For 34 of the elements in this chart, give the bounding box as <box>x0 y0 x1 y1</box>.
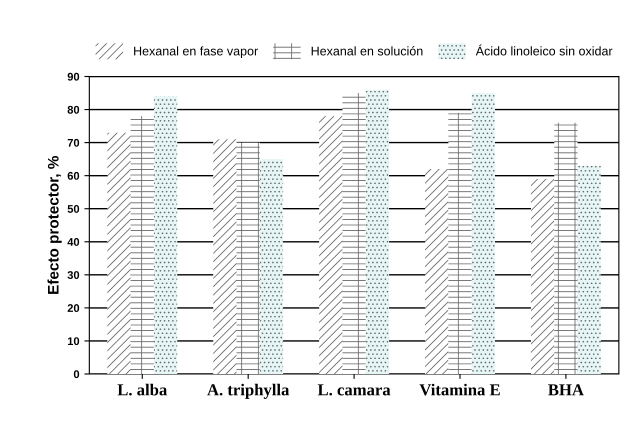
bar <box>366 90 390 374</box>
legend-label: Ácido linoleico sin oxidar <box>476 44 612 56</box>
y-tick-label: 70 <box>68 138 80 147</box>
y-tick-label: 90 <box>68 72 80 81</box>
x-tick-label: BHA <box>548 384 584 396</box>
bar <box>448 112 472 374</box>
y-tick-label: 50 <box>68 204 80 213</box>
y-tick-label: 0 <box>74 370 80 378</box>
x-tick-label: Vitamina E <box>420 384 500 396</box>
bar <box>319 116 342 374</box>
bar <box>154 96 178 374</box>
bar <box>107 132 131 374</box>
bar <box>342 93 366 374</box>
y-tick-label: 10 <box>68 337 80 346</box>
y-tick-label: 60 <box>68 172 80 180</box>
x-tick-label: L. camara <box>318 384 390 396</box>
x-tick-label: A. triphylla <box>207 384 290 399</box>
bar <box>130 116 154 374</box>
y-tick-label: 40 <box>67 238 80 246</box>
legend-label: Hexanal en fase vapor <box>134 46 258 58</box>
bar <box>472 93 495 374</box>
bar <box>213 139 237 374</box>
bar <box>425 169 448 374</box>
bar <box>578 166 601 374</box>
y-tick-label: 30 <box>67 271 80 279</box>
y-tick-label: 20 <box>68 304 80 312</box>
bar <box>554 122 578 374</box>
y-tick-label: 80 <box>68 106 80 114</box>
bar <box>260 159 284 374</box>
legend-label: Hexanal en solución <box>312 46 422 56</box>
bar <box>236 142 260 374</box>
x-tick-label: L. alba <box>118 384 168 396</box>
bar <box>530 178 554 374</box>
y-axis-title: Efecto protector, % <box>47 156 62 294</box>
